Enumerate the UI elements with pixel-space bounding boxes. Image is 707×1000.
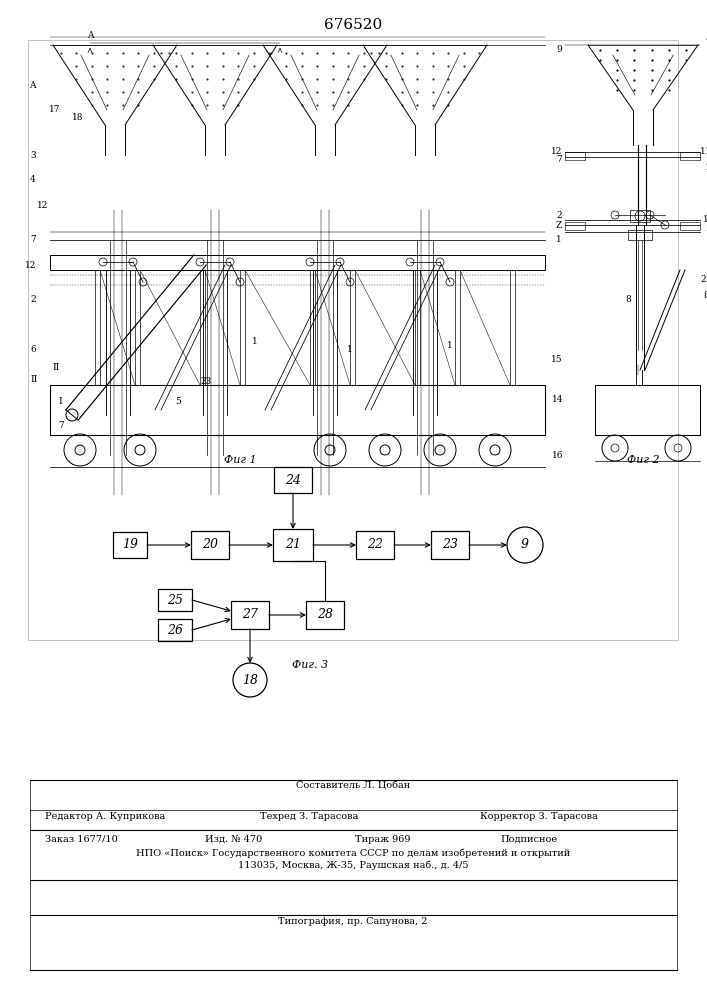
Text: 10: 10 [705,162,707,172]
Bar [28,40,678,640]
Text: 7: 7 [30,235,36,244]
Text: Корректор З. Тарасова: Корректор З. Тарасова [480,812,597,821]
Text: 11: 11 [700,147,707,156]
Bar [50,255,545,270]
Bar [595,385,700,435]
Bar [274,467,312,493]
Bar [680,222,700,230]
Text: Фиг. 3: Фиг. 3 [292,660,328,670]
Text: 1: 1 [447,340,453,350]
Text: I: I [58,397,62,406]
Text: 20: 20 [202,538,218,552]
Bar [50,385,545,435]
Bar [680,152,700,160]
Text: Фиг 2: Фиг 2 [626,455,660,465]
Text: 5: 5 [705,226,707,234]
Text: 1: 1 [252,338,258,347]
Text: 1: 1 [556,235,562,244]
Text: Составитель Л. Цобан: Составитель Л. Цобан [296,782,410,791]
Text: 13: 13 [703,216,707,225]
Bar [431,531,469,559]
Text: 4: 4 [706,35,707,44]
Text: Z: Z [556,221,562,230]
Text: 17: 17 [49,105,60,114]
Text: II: II [30,375,38,384]
Text: Подписное: Подписное [500,835,557,844]
Text: 2: 2 [700,275,706,284]
Text: 12: 12 [25,260,36,269]
Bar [306,601,344,629]
Bar [356,531,394,559]
Bar [191,531,229,559]
Bar [158,589,192,611]
Text: Редактор А. Куприкова: Редактор А. Куприкова [45,812,165,821]
Text: 4: 4 [30,176,36,184]
Text: 9: 9 [556,45,562,54]
Text: 16: 16 [551,450,563,460]
Text: 18: 18 [72,112,83,121]
Text: 7: 7 [556,155,562,164]
Text: II: II [53,363,60,372]
Text: Типография, пр. Сапунова, 2: Типография, пр. Сапунова, 2 [279,917,428,926]
Text: Заказ 1677/10: Заказ 1677/10 [45,835,118,844]
Text: A: A [87,31,93,40]
Text: 26: 26 [167,624,183,637]
Text: 22: 22 [367,538,383,552]
Text: 2: 2 [30,296,36,304]
Text: 1: 1 [347,346,353,355]
Text: 8: 8 [625,296,631,304]
Text: 676520: 676520 [324,18,382,32]
Text: A: A [30,81,36,90]
Text: 12: 12 [37,200,48,210]
Text: 14: 14 [551,395,563,404]
Text: 12: 12 [551,147,562,156]
Text: Изд. № 470: Изд. № 470 [205,835,262,844]
Text: 7: 7 [58,420,64,430]
Bar [628,230,652,240]
Text: Фиг 1: Фиг 1 [223,455,257,465]
Bar [630,210,650,222]
Text: 5: 5 [175,397,181,406]
Text: 23: 23 [442,538,458,552]
Bar [273,529,313,561]
Bar [565,152,585,160]
Bar [231,601,269,629]
Text: 113035, Москва, Ж-35, Раушская наб., д. 4/5: 113035, Москва, Ж-35, Раушская наб., д. … [238,860,468,869]
Text: НПО «Поиск» Государственного комитета СССР по делам изобретений и открытий: НПО «Поиск» Государственного комитета СС… [136,848,570,857]
Text: 8: 8 [703,290,707,300]
Text: 21: 21 [285,538,301,552]
Text: 15: 15 [551,356,563,364]
Text: 25: 25 [167,593,183,606]
Text: 2: 2 [556,211,562,220]
Text: 23: 23 [200,377,211,386]
Text: 24: 24 [285,474,301,487]
Bar [565,222,585,230]
Text: 18: 18 [242,674,258,686]
Text: Тираж 969: Тираж 969 [355,835,411,844]
Bar [113,532,147,558]
Text: Техред З. Тарасова: Техред З. Тарасова [260,812,358,821]
Text: 27: 27 [242,608,258,621]
Text: 3: 3 [30,150,36,159]
Text: 6: 6 [30,346,36,355]
Bar [158,619,192,641]
Text: 19: 19 [122,538,138,552]
Text: 9: 9 [521,538,529,552]
Text: 28: 28 [317,608,333,621]
